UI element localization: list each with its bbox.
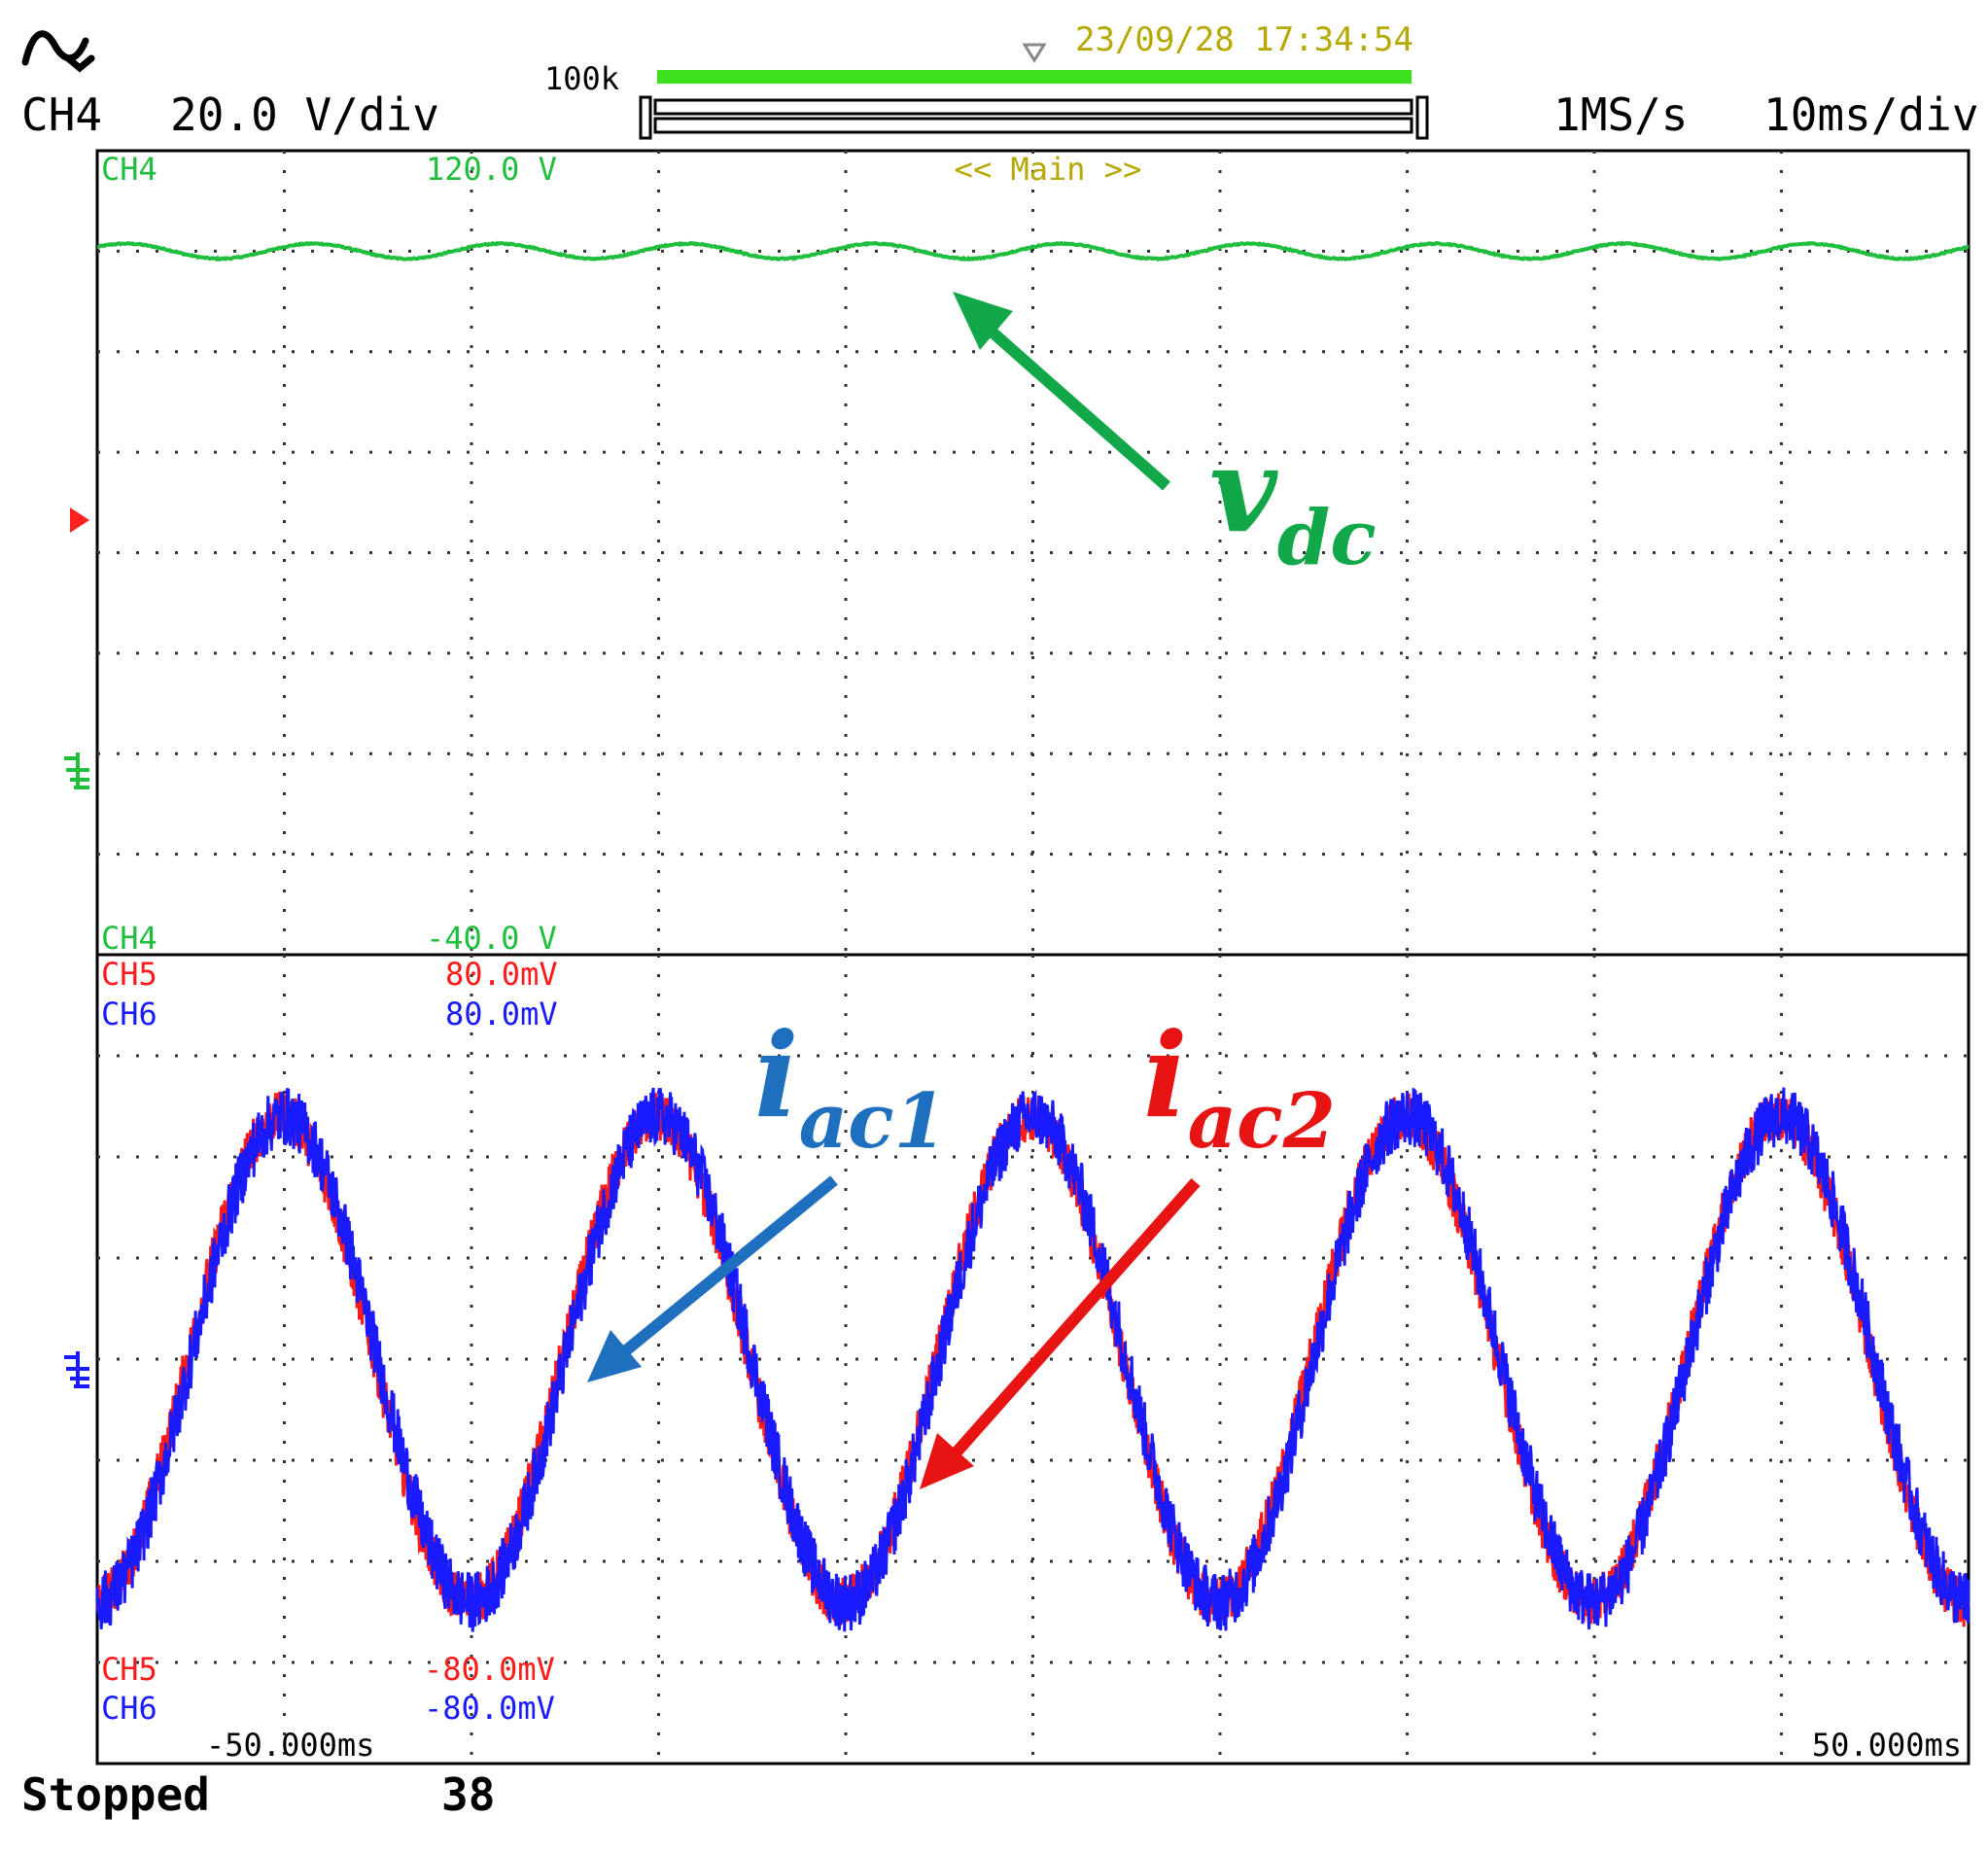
header-timestamp: 23/09/28 17:34:54: [1075, 20, 1413, 59]
upper-panel: << Main >> CH4 120.0 V CH4 -40.0 V: [64, 149, 1971, 957]
ch6-bottom-label: CH6: [101, 1690, 157, 1727]
status-count: 38: [441, 1768, 495, 1821]
upper-bottom-channel: CH4: [101, 920, 157, 957]
ac-sine-icon: [21, 30, 95, 73]
header-channel: CH4: [21, 88, 102, 141]
time-axis-left: -50.000ms: [206, 1727, 374, 1764]
iac1-label-sub: ac1: [799, 1077, 947, 1166]
status-state: Stopped: [21, 1768, 210, 1821]
vdc-arrow-shaft: [980, 320, 1170, 491]
vdc-label-sub: dc: [1277, 494, 1377, 582]
vdc-arrow-head: [953, 292, 1013, 350]
iac2-annotation: iac2: [920, 1007, 1336, 1489]
trigger-position-marker: [1022, 43, 1047, 63]
ch5-top-value: 80.0mV: [445, 956, 558, 993]
ch6-top-value: 80.0mV: [445, 996, 558, 1032]
ch4-trace: [96, 240, 1970, 262]
iac2-label-main: i: [1143, 1007, 1188, 1144]
iac2-arrow-head: [920, 1433, 974, 1489]
iac1-arrow-head: [587, 1330, 642, 1382]
iac1-label-main: i: [754, 1007, 799, 1144]
lower-grid: [97, 955, 1969, 1764]
ch5-bottom-label: CH5: [101, 1651, 157, 1688]
header: CH4 20.0 V/div 100k 23/09/28 17:34:54 1M…: [21, 20, 1979, 141]
lower-panel: CH5 80.0mV CH6 80.0mV CH5 -80.0mV CH6 -8…: [64, 953, 1971, 1766]
vdc-annotation: vdc: [953, 292, 1377, 582]
status-bar: Stopped 38: [21, 1768, 495, 1821]
iac1-arrow-shaft: [616, 1175, 838, 1360]
iac2-arrow-shaft: [950, 1178, 1201, 1458]
ch6-top-label: CH6: [101, 996, 157, 1032]
header-record-length: 100k: [544, 60, 619, 97]
lower-ground-marker: [64, 1351, 89, 1388]
ch4-ground-marker: [64, 752, 89, 789]
iac2-label-sub: ac2: [1188, 1077, 1336, 1166]
header-sample-rate: 1MS/s: [1553, 88, 1688, 141]
ch6-trace: [95, 1087, 1971, 1632]
iac1-annotation: iac1: [587, 1007, 947, 1382]
upper-top-value: 120.0 V: [426, 151, 557, 188]
ch6-bottom-value: -80.0mV: [424, 1690, 555, 1727]
trigger-level-marker: [70, 507, 89, 533]
iac1-label: iac1: [754, 1007, 947, 1166]
upper-top-channel: CH4: [101, 151, 157, 188]
record-window-frame: [639, 95, 1429, 140]
time-axis-right: 50.000ms: [1812, 1727, 1962, 1764]
upper-bottom-value: -40.0 V: [426, 920, 557, 957]
upper-zoom-label: << Main >>: [955, 151, 1142, 188]
iac2-label: iac2: [1143, 1007, 1336, 1166]
vdc-label: vdc: [1209, 422, 1377, 582]
ch5-top-label: CH5: [101, 956, 157, 993]
vdc-label-main: v: [1209, 422, 1278, 559]
ch5-bottom-value: -80.0mV: [424, 1651, 555, 1688]
upper-grid: [97, 151, 1969, 955]
record-bar: [657, 70, 1412, 84]
header-timebase: 10ms/div: [1763, 88, 1979, 141]
header-vdiv: 20.0 V/div: [170, 88, 439, 141]
